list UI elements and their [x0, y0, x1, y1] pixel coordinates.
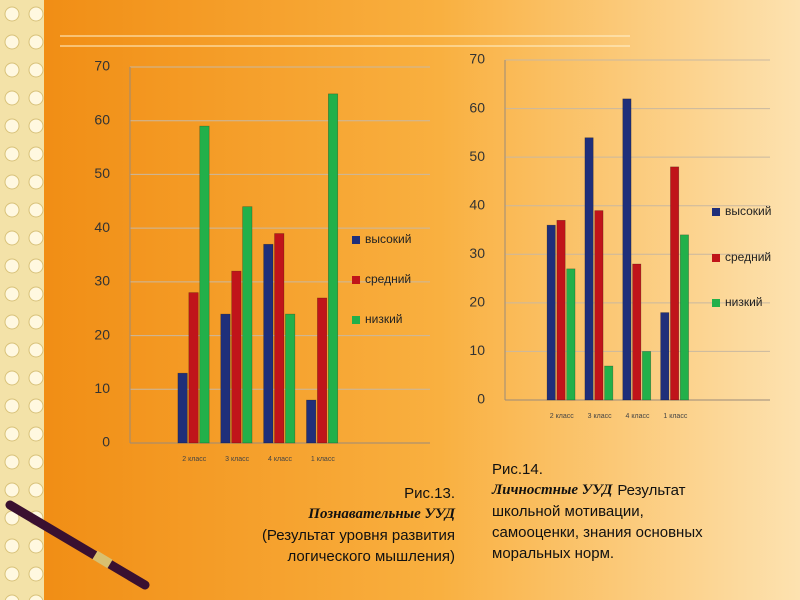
bar [546, 224, 556, 401]
caption-text: Результат [617, 482, 685, 499]
bar [188, 292, 199, 444]
bar [584, 137, 594, 401]
y-tick-label: 60 [469, 99, 485, 115]
legend-swatch [352, 276, 360, 284]
y-tick-label: 40 [469, 196, 485, 212]
bar [566, 268, 576, 401]
x-tick-label: 1 класс [663, 413, 687, 420]
y-tick-label: 70 [469, 51, 485, 67]
y-tick-label: 30 [94, 273, 110, 289]
caption-text: Познавательные УУД [307, 506, 455, 522]
bar [632, 263, 642, 401]
bar [642, 351, 652, 401]
x-tick-label: 4 класс [268, 456, 292, 463]
y-tick-label: 0 [102, 434, 110, 450]
y-tick-label: 20 [94, 326, 110, 342]
y-tick-label: 20 [469, 294, 485, 310]
x-tick-label: 2 класс [182, 456, 206, 463]
lace-border [0, 0, 44, 600]
caption-text: Рис.14. [492, 461, 543, 478]
bar [604, 365, 614, 401]
bar [622, 98, 632, 401]
caption-text: (Результат уровня развития [262, 527, 455, 544]
legend-swatch [712, 254, 720, 262]
caption-line: логического мышления) [288, 548, 456, 565]
caption-text: школьной мотивации, [492, 503, 644, 520]
legend-swatch [712, 299, 720, 307]
legend-swatch [352, 236, 360, 244]
y-tick-label: 10 [469, 342, 485, 358]
bar [660, 312, 670, 401]
bar [328, 93, 339, 444]
caption-line: Познавательные УУД [307, 506, 455, 522]
legend-label: средний [365, 272, 411, 286]
legend-label: средний [725, 250, 771, 264]
bar [220, 313, 231, 444]
y-tick-label: 70 [94, 58, 110, 74]
x-tick-label: 2 класс [550, 413, 574, 420]
bar [306, 399, 317, 444]
caption-text: моральных норм. [492, 545, 614, 562]
caption-text: Рис.13. [404, 485, 455, 502]
caption-line: Рис.14. [492, 461, 543, 478]
y-tick-label: 30 [469, 245, 485, 261]
y-tick-label: 40 [94, 219, 110, 235]
x-tick-label: 3 класс [588, 413, 612, 420]
bar [594, 210, 604, 401]
legend-swatch [352, 316, 360, 324]
caption-text: самооценки, знания основных [492, 524, 703, 541]
bar [317, 297, 328, 444]
caption-line: самооценки, знания основных [492, 524, 703, 541]
pen [5, 500, 150, 590]
caption-line: школьной мотивации, [492, 503, 644, 520]
bar [231, 270, 242, 444]
y-tick-label: 0 [477, 391, 485, 407]
bar [263, 243, 274, 444]
x-tick-label: 4 класс [626, 413, 650, 420]
y-tick-label: 50 [94, 165, 110, 181]
x-tick-label: 1 класс [311, 456, 335, 463]
legend-label: низкий [365, 312, 403, 326]
y-tick-label: 60 [94, 111, 110, 127]
bar [670, 166, 680, 401]
x-tick-label: 3 класс [225, 456, 249, 463]
caption-line: Рис.13. [404, 485, 455, 502]
caption-line: (Результат уровня развития [262, 527, 455, 544]
bar [285, 313, 296, 444]
legend-label: высокий [365, 232, 411, 246]
caption-text: логического мышления) [288, 548, 456, 565]
legend-label: низкий [725, 295, 763, 309]
y-tick-label: 10 [94, 380, 110, 396]
bar [679, 234, 689, 401]
bar [177, 372, 188, 444]
y-tick-label: 50 [469, 148, 485, 164]
bar [242, 206, 253, 444]
caption-line: моральных норм. [492, 545, 614, 562]
caption-text: Личностные УУД [491, 482, 613, 498]
legend-swatch [712, 208, 720, 216]
bar [556, 219, 566, 401]
bar [274, 233, 285, 444]
legend-label: высокий [725, 204, 771, 218]
bar [199, 125, 210, 444]
caption-line: Личностные УУД Результат [491, 482, 686, 499]
